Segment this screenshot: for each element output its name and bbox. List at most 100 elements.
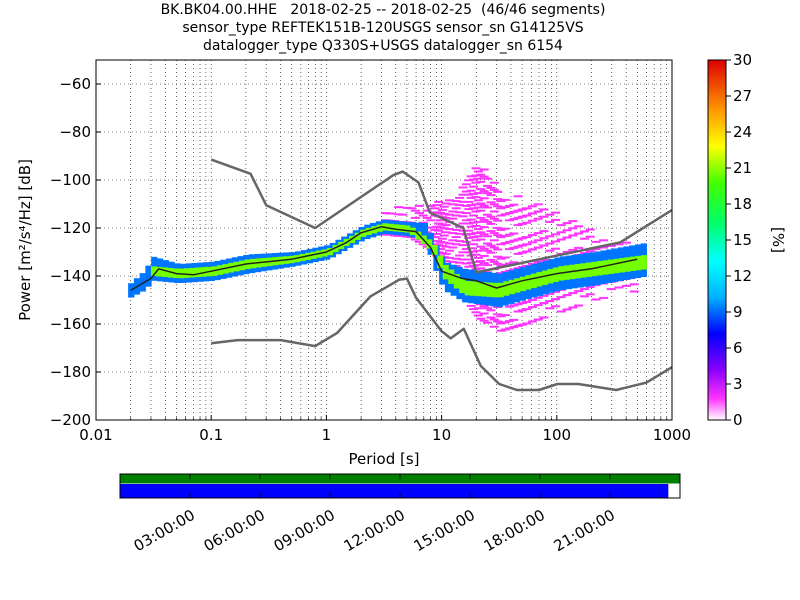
timeline-tick-label: 09:00:00: [271, 506, 338, 555]
outlier-cell: [451, 228, 461, 231]
density-band-cell: [393, 224, 400, 232]
outlier-cell: [473, 228, 483, 231]
outlier-cell: [471, 174, 481, 177]
outlier-cell: [568, 248, 578, 251]
outlier-cell: [466, 204, 476, 207]
density-band-cell: [530, 273, 537, 289]
outlier-cell: [500, 242, 510, 245]
outlier-cell: [489, 325, 499, 328]
outlier-cell: [479, 226, 489, 229]
outlier-cell: [545, 242, 555, 245]
outlier-cell: [551, 218, 561, 221]
outlier-cell: [476, 188, 486, 191]
outlier-cell: [496, 272, 506, 275]
density-band-cell: [470, 281, 477, 296]
outlier-cell: [476, 267, 486, 270]
outlier-cell: [545, 249, 555, 252]
outlier-cell: [574, 290, 584, 293]
outlier-cell: [464, 222, 474, 225]
timeline-tick-label: 15:00:00: [411, 506, 478, 555]
outlier-cell: [496, 329, 506, 332]
density-band-cell: [536, 272, 543, 287]
density-band-cell: [416, 222, 423, 240]
outlier-cell: [394, 206, 404, 209]
outlier-cell: [527, 212, 537, 215]
outlier-cell: [476, 216, 486, 219]
outlier-cell: [599, 246, 609, 249]
outlier-cell: [505, 262, 515, 265]
outlier-cell: [509, 268, 519, 271]
outlier-cell: [599, 239, 609, 242]
outlier-cell: [545, 300, 555, 303]
outlier-cell: [451, 200, 461, 203]
outlier-cell: [471, 203, 481, 206]
outlier-cell: [461, 212, 471, 215]
outlier-cell: [473, 177, 483, 180]
outlier-cell: [517, 323, 527, 326]
outlier-cell: [551, 298, 561, 301]
y-tick-label: −120: [50, 219, 91, 237]
outlier-cell: [545, 220, 555, 223]
outlier-cell: [505, 305, 515, 308]
outlier-cell: [496, 214, 506, 217]
outlier-cell: [451, 243, 461, 246]
outlier-cell: [513, 303, 523, 306]
outlier-cell: [469, 192, 479, 195]
outlier-cell: [579, 288, 589, 291]
outlier-cell: [441, 231, 451, 234]
outlier-cell: [496, 315, 506, 318]
outlier-cell: [430, 207, 440, 210]
density-band-cell: [464, 280, 471, 296]
outlier-cell: [493, 198, 503, 201]
density-band-cell: [486, 282, 493, 297]
density-band-cell: [360, 229, 367, 237]
outlier-cell: [441, 252, 451, 255]
y-tick-label: −200: [50, 411, 91, 429]
outlier-cell: [489, 318, 499, 321]
x-tick-label: 0.01: [79, 426, 112, 444]
colorbar-tick-label: 9: [733, 303, 743, 321]
outlier-cell: [629, 283, 639, 286]
outlier-cell: [493, 219, 503, 222]
outlier-cell: [448, 239, 458, 242]
outlier-cell: [513, 209, 523, 212]
figure-title-line-3: datalogger_type Q330S+USGS datalogger_sn…: [203, 38, 563, 54]
outlier-cell: [505, 240, 515, 243]
colorbar-tick-label: 30: [733, 51, 752, 69]
density-band-cell: [607, 259, 614, 274]
timeline-tick-label: 03:00:00: [131, 506, 198, 555]
outlier-cell: [434, 229, 444, 232]
outlier-cell: [585, 286, 595, 289]
outlier-cell: [539, 237, 549, 240]
outlier-cell: [469, 207, 479, 210]
colorbar-tick-label: 6: [733, 339, 743, 357]
outlier-cell: [556, 238, 566, 241]
density-band-cell: [541, 270, 548, 285]
outlier-cell: [509, 218, 519, 221]
outlier-cell: [410, 209, 420, 212]
outlier-cell: [466, 232, 476, 235]
outlier-cell: [466, 247, 476, 250]
outlier-cell: [479, 247, 489, 250]
outlier-cell: [469, 308, 479, 311]
outlier-cell: [418, 221, 428, 224]
outlier-cell: [496, 264, 506, 267]
outlier-cell: [489, 210, 499, 213]
data-coverage-timeline: 03:00:00 06:00:00 09:00:00 12:00:00 15:00:00…: [119, 473, 681, 555]
outlier-cell: [483, 220, 493, 223]
x-tick-label: 10: [432, 426, 451, 444]
outlier-cell: [483, 321, 493, 324]
outlier-cell: [517, 208, 527, 211]
outlier-cell: [432, 232, 442, 235]
outlier-cell: [562, 229, 572, 232]
outlier-cell: [473, 235, 483, 238]
outlier-cell: [539, 316, 549, 319]
outlier-cell: [476, 209, 486, 212]
outlier-cell: [471, 232, 481, 235]
low-noise-model-line: [211, 277, 672, 392]
outlier-cell: [493, 255, 503, 258]
outlier-cell: [556, 231, 566, 234]
outlier-cell: [496, 228, 506, 231]
outlier-cell: [551, 305, 561, 308]
